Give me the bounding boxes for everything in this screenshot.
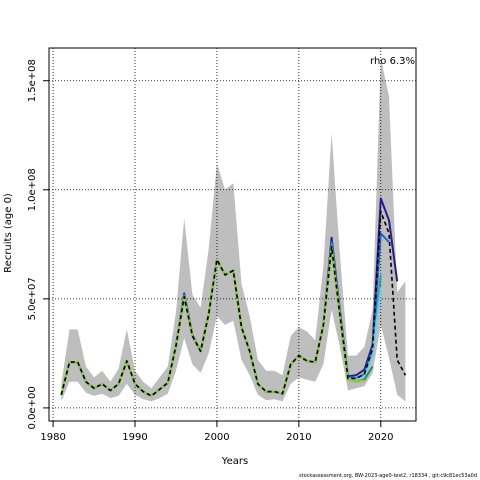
confidence-band-layer bbox=[61, 58, 406, 402]
y-axis-label: Recruits (age 0) bbox=[3, 193, 14, 273]
series-line-5 bbox=[60, 247, 365, 397]
x-tick-label-3: 2010 bbox=[286, 432, 311, 443]
series-line-6 bbox=[60, 210, 407, 397]
footer-note: stockassessment.org, BW-2023-age0-test2,… bbox=[299, 473, 477, 479]
y-tick-label-1: 5.0e+07 bbox=[27, 277, 38, 320]
tick-layer: 1980 1990 2000 2010 2020 0.0e+00 5.0e+07 1.0e+0… bbox=[27, 59, 394, 443]
x-axis-label: Years bbox=[221, 456, 248, 467]
rho-annotation: rho 6.3% bbox=[370, 56, 415, 67]
confidence-band bbox=[61, 58, 406, 402]
y-tick-label-3: 1.5e+08 bbox=[27, 59, 38, 102]
x-tick-label-2: 2000 bbox=[204, 432, 229, 443]
series-layer bbox=[60, 197, 407, 397]
y-tick-label-0: 0.0e+00 bbox=[27, 386, 38, 429]
y-tick-label-2: 1.0e+08 bbox=[27, 168, 38, 211]
x-tick-label-1: 1990 bbox=[122, 432, 147, 443]
x-tick-label-4: 2020 bbox=[368, 432, 393, 443]
x-tick-label-0: 1980 bbox=[40, 432, 65, 443]
plot-frame bbox=[48, 47, 417, 422]
